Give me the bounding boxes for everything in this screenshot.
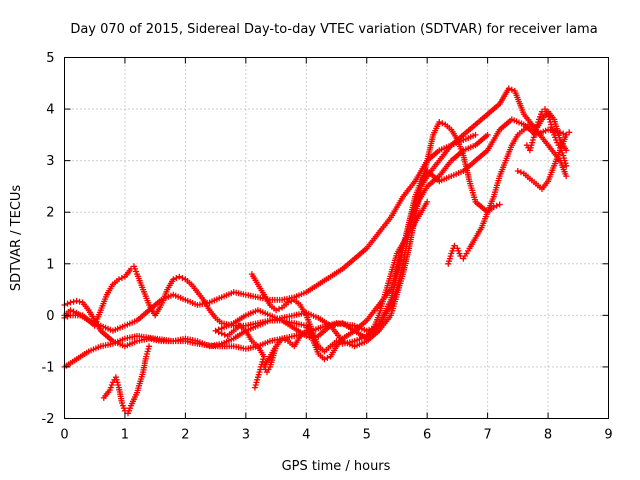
y-tick-label: 4	[46, 103, 54, 118]
x-tick-label: 2	[181, 428, 189, 443]
x-axis: 0 1 2 3 4 5 6 7 8 9	[60, 57, 613, 443]
y-tick-label: 3	[46, 154, 54, 169]
series-markers	[261, 327, 316, 376]
x-tick-label: 1	[121, 428, 129, 443]
grid	[64, 57, 609, 419]
series-markers	[212, 198, 431, 391]
y-tick-label: 2	[46, 206, 54, 221]
x-axis-title: GPS time / hours	[282, 459, 391, 474]
data-series-track-6	[248, 131, 479, 355]
plot-frame	[64, 57, 609, 419]
y-tick-label: 1	[46, 257, 54, 272]
data-series-track-1	[61, 116, 570, 370]
series-markers	[523, 106, 570, 169]
y-axis-title: SDTVAR / TECUs	[9, 185, 24, 292]
series-markers	[61, 85, 570, 334]
x-tick-label: 4	[302, 428, 310, 443]
x-tick-label: 7	[483, 428, 491, 443]
x-tick-label: 8	[544, 428, 552, 443]
x-tick-label: 9	[604, 428, 612, 443]
series-markers	[248, 131, 479, 355]
data-series-track-8	[261, 327, 316, 376]
series-markers	[100, 343, 153, 417]
data-series-track-5	[100, 343, 153, 417]
chart-title: Day 070 of 2015, Sidereal Day-to-day VTE…	[70, 22, 597, 37]
y-tick-label: 5	[46, 51, 54, 66]
y-tick-label: 0	[46, 309, 54, 324]
x-tick-label: 5	[363, 428, 371, 443]
y-tick-label: -2	[42, 412, 55, 427]
data-series-track-11	[523, 106, 570, 169]
x-tick-label: 0	[60, 428, 68, 443]
x-tick-label: 3	[242, 428, 250, 443]
x-tick-label: 6	[423, 428, 431, 443]
data-series-track-7	[212, 198, 431, 391]
y-tick-label: -1	[42, 360, 55, 375]
data-series-track-2	[61, 85, 570, 334]
series-markers	[61, 116, 570, 370]
